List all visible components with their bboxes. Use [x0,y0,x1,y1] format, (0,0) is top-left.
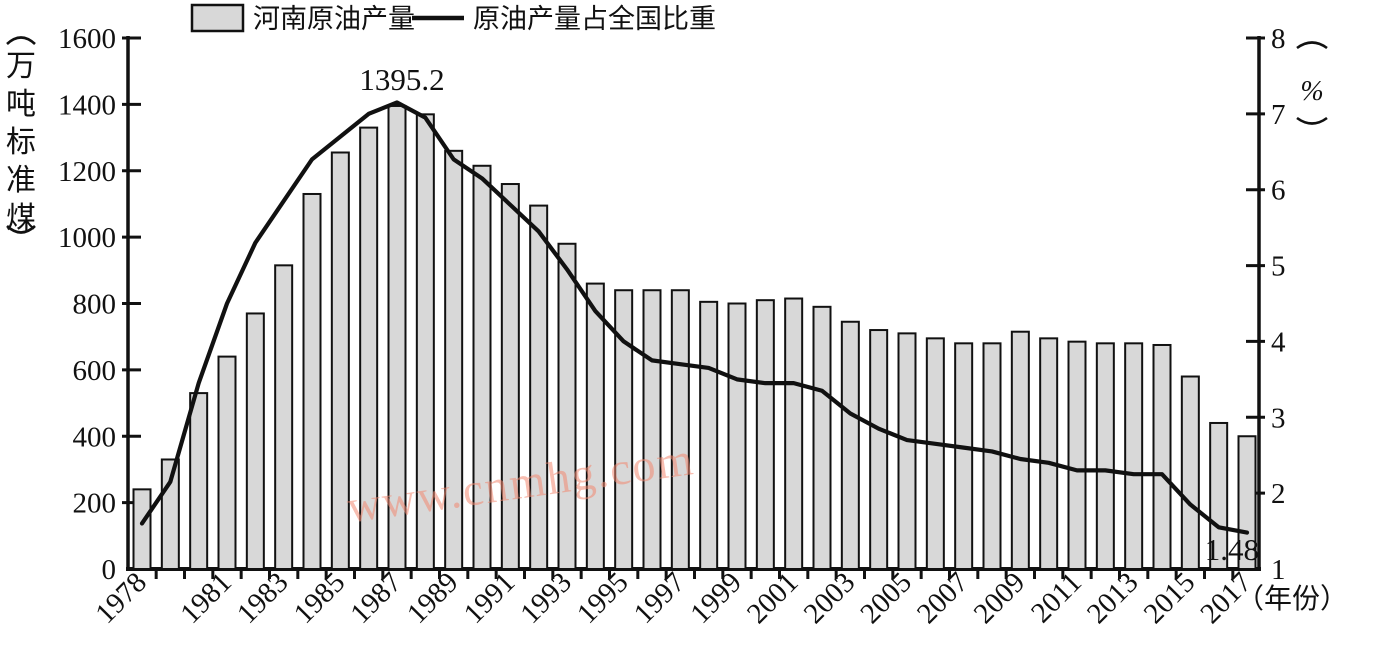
bar-2010 [1039,337,1059,570]
left-axis-tick-label: 200 [73,488,117,520]
bar-1980 [189,392,209,571]
right-axis-unit: % [1296,41,1328,125]
bar-1978 [132,488,152,571]
bar-1996 [642,289,662,570]
end-value-annotation: 1.48 [1205,532,1259,567]
axes [126,36,1261,571]
bar-1993 [557,242,577,570]
left-unit-open-paren [6,36,36,45]
bar-1995 [614,289,634,570]
bar-1987 [387,104,407,571]
bar-1986 [359,126,379,570]
legend: 河南原油产量 原油产量占全国比重 [190,3,716,34]
x-axis-title: （年份） [1236,583,1348,615]
left-unit-char: 万 [6,50,36,83]
x-axis-label-1978: 1978 [89,566,153,630]
left-axis-tick-label: 600 [73,355,117,387]
right-axis-tick-label: 4 [1271,326,1286,358]
bar-2003 [840,320,860,570]
bar-2006 [925,337,945,570]
bar-1984 [302,192,322,570]
bar-1998 [699,300,719,570]
bar-1983 [274,264,294,570]
right-axis-tick-label: 5 [1271,251,1286,283]
left-axis-tick-label: 1000 [58,222,116,254]
right-axis-ticks: 1 2 3 4 5 6 7 8 [1246,23,1286,586]
bar-2002 [812,305,832,570]
right-axis-tick-label: 7 [1271,99,1286,131]
left-axis-tick-label: 1600 [58,23,116,55]
right-axis-tick-label: 6 [1271,175,1286,207]
left-axis-tick-label: 1400 [58,89,116,121]
bar-2004 [869,329,889,570]
bar-2017 [1237,435,1257,570]
bar-2013 [1124,342,1144,571]
bar-2009 [1010,330,1030,570]
bar-2012 [1095,342,1115,571]
bar-2016 [1209,421,1229,570]
bar-2007 [954,342,974,571]
legend-bar-swatch [190,3,245,33]
left-unit-char: 吨 [6,88,36,121]
right-axis-tick-label: 2 [1271,478,1286,510]
bar-2011 [1067,340,1087,570]
left-axis-tick-label: 1200 [58,156,116,188]
peak-value-annotation: 1395.2 [359,62,444,97]
bar-1989 [444,149,464,570]
right-unit-open-paren [1296,41,1328,50]
legend-bar-label: 河南原油产量 [253,4,415,34]
bar-2008 [982,342,1002,571]
right-axis-tick-label: 1 [1271,554,1286,586]
bar-2000 [755,299,775,570]
share-line [139,100,1250,535]
bar-2001 [784,297,804,570]
bar-1982 [245,312,265,570]
left-axis-tick-label: 400 [73,421,117,453]
bar-1999 [727,302,747,570]
legend-line-label: 原油产量占全国比重 [473,4,716,34]
bar-series [132,104,1257,571]
line-series [139,100,1250,535]
left-axis-tick-label: 800 [73,289,117,321]
bar-1990 [472,164,492,570]
right-unit-close-paren [1296,116,1328,125]
bar-1988 [415,113,435,571]
left-unit-char: 标 [6,126,36,159]
right-axis-tick-label: 8 [1271,23,1286,55]
left-axis-tick-label: 0 [102,554,117,586]
left-unit-close-paren [6,225,36,234]
right-axis-tick-label: 3 [1271,402,1286,434]
bar-1985 [330,151,350,570]
x-axis-labels: 1978 198119831985198719891991199319951997… [89,566,1258,630]
bar-2015 [1180,375,1200,571]
bar-2014 [1152,343,1172,570]
right-unit-symbol: % [1300,76,1323,107]
x-axis-ticks [154,571,1235,579]
bar-1992 [529,204,549,571]
left-axis-ticks: 0 200 400 600 800 1000 1200 1400 1600 [58,23,141,586]
left-unit-char: 准 [6,164,36,197]
bar-1994 [585,282,605,570]
bar-1997 [670,289,690,570]
bar-1991 [500,183,520,570]
bar-2005 [897,332,917,570]
bar-1981 [217,355,237,570]
